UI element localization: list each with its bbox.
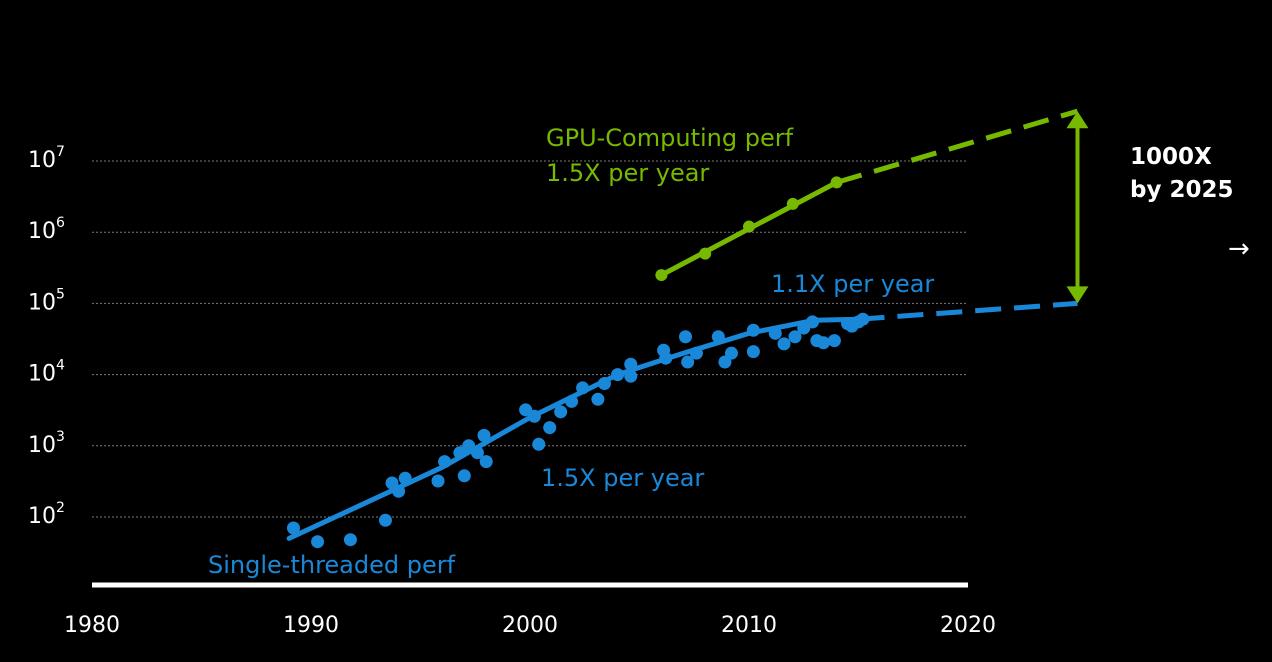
single-thread-point-28 [659, 351, 673, 365]
x-tick-label-2: 2000 [502, 613, 558, 638]
single-thread-point-20 [565, 394, 579, 408]
single-thread-point-10 [457, 469, 471, 483]
single-thread-point-29 [678, 330, 692, 344]
single-thread-rate-late-label: 1.1X per year [771, 270, 934, 298]
single-thread-point-48 [856, 312, 870, 326]
single-thread-point-31 [689, 346, 703, 360]
single-thread-point-22 [591, 392, 605, 406]
single-thread-point-44 [827, 334, 841, 348]
x-tick-label-4: 2020 [940, 613, 996, 638]
y-tick-label-1: 103 [28, 429, 65, 458]
single-thread-projection-line [858, 300, 1078, 322]
next-slide-arrow-icon[interactable]: → [1228, 234, 1250, 264]
single-thread-point-23 [597, 376, 611, 390]
single-thread-point-7 [431, 474, 445, 488]
gpu-rate-label: 1.5X per year [546, 159, 709, 187]
x-tick-label-0: 1980 [64, 613, 120, 638]
single-thread-point-8 [438, 455, 452, 469]
single-thread-point-13 [477, 428, 491, 442]
y-tick-label-3: 105 [28, 286, 65, 315]
single-thread-point-38 [777, 337, 791, 351]
single-thread-point-11 [462, 439, 476, 453]
single-thread-point-16 [527, 409, 541, 423]
single-thread-point-24 [611, 368, 625, 382]
single-thread-label: Single-threaded perf [208, 551, 456, 579]
single-thread-point-43 [816, 336, 830, 350]
x-tick-label-3: 2010 [721, 613, 777, 638]
single-thread-point-5 [392, 484, 406, 498]
x-tick-label-1: 1990 [283, 613, 339, 638]
single-thread-point-32 [711, 330, 725, 344]
single-thread-point-12 [470, 446, 484, 460]
annotation-line-2: by 2025 [1130, 177, 1233, 203]
single-thread-point-18 [543, 421, 557, 435]
gpu-projection-line [835, 108, 1079, 185]
gpu-point-0 [655, 269, 668, 282]
single-thread-point-0 [286, 521, 300, 535]
single-thread-rate-early-label: 1.5X per year [541, 464, 704, 492]
single-thread-trend-line [286, 316, 861, 541]
single-thread-point-39 [788, 330, 802, 344]
gpu-label: GPU-Computing perf [546, 124, 794, 152]
single-thread-point-2 [343, 533, 357, 547]
single-thread-point-3 [378, 513, 392, 527]
single-thread-point-37 [768, 326, 782, 340]
gpu-point-3 [786, 197, 799, 210]
gap-arrow-down-icon [1066, 286, 1089, 304]
single-thread-point-33 [718, 355, 732, 369]
single-thread-point-21 [576, 381, 590, 395]
y-tick-label-2: 104 [28, 358, 65, 387]
single-thread-point-25 [624, 357, 638, 371]
single-thread-point-36 [746, 345, 760, 359]
single-thread-point-6 [398, 471, 412, 485]
single-thread-point-17 [532, 437, 546, 451]
gpu-point-2 [743, 220, 755, 233]
single-thread-point-1 [311, 535, 325, 549]
single-thread-point-30 [681, 355, 695, 369]
gap-arrow-up-icon [1066, 111, 1089, 129]
y-tick-label-4: 106 [28, 215, 65, 244]
gpu-point-1 [699, 247, 712, 260]
y-tick-label-0: 102 [28, 500, 65, 529]
single-thread-point-26 [624, 369, 638, 383]
single-thread-point-9 [453, 446, 467, 460]
single-thread-point-19 [554, 405, 568, 419]
annotation-line-1: 1000X [1130, 144, 1212, 170]
single-thread-point-35 [746, 323, 760, 337]
single-thread-point-34 [724, 346, 738, 360]
single-thread-point-14 [479, 455, 493, 469]
gpu-point-4 [830, 176, 843, 189]
single-thread-point-41 [806, 315, 820, 329]
y-tick-label-5: 107 [28, 144, 65, 173]
